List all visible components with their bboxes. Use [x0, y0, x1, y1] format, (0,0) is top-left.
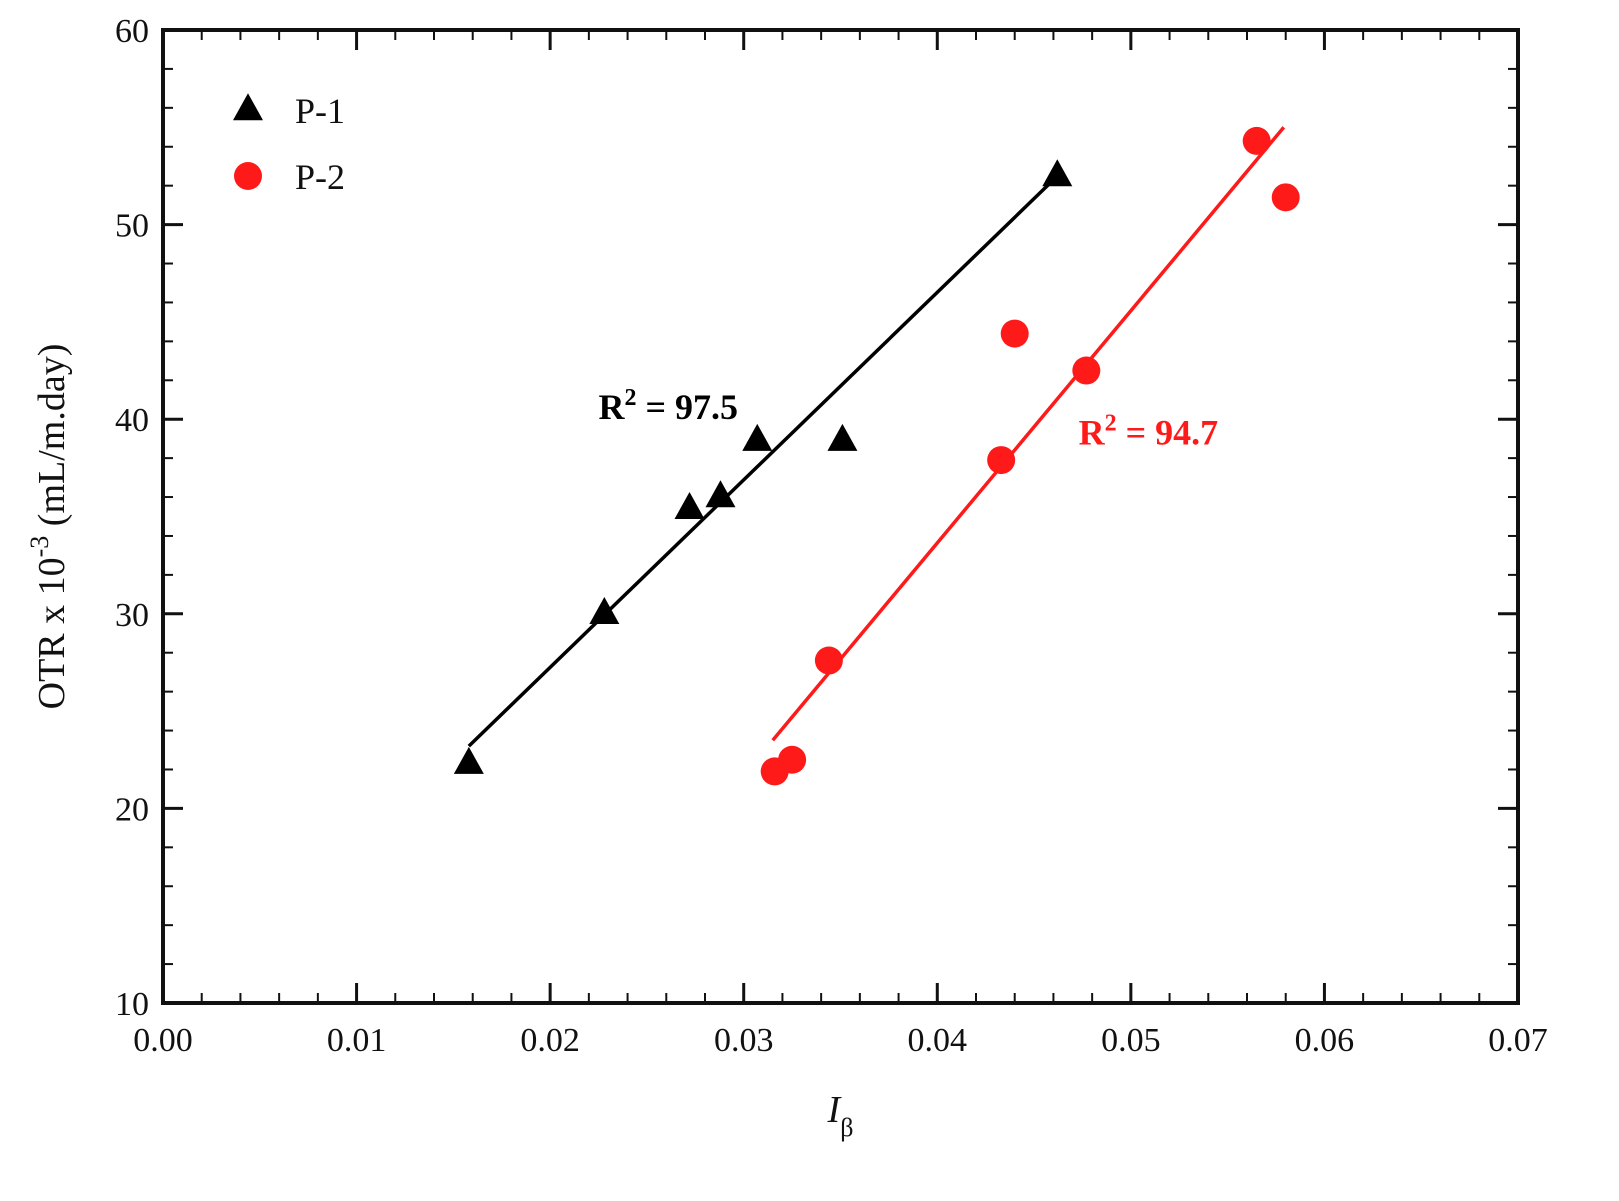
p-1-r2-label: R2 = 97.5: [599, 385, 739, 427]
data-points: [453, 126, 1300, 786]
plot-frame: [161, 28, 1520, 1005]
p-2-point: [1072, 356, 1101, 385]
y-tick-label: 60: [115, 13, 149, 50]
p-1-point: [453, 746, 484, 774]
p-1-point: [705, 480, 736, 508]
y-tick-label: 20: [115, 791, 149, 828]
legend-p-2-label: P-2: [295, 157, 345, 197]
annotations: R2 = 97.5 R2 = 94.7: [599, 385, 1219, 452]
legend: P-1 P-2: [233, 91, 345, 197]
legend-p-2-marker: [234, 162, 262, 190]
p-2-point: [814, 646, 843, 675]
y-tick-label: 50: [115, 208, 149, 245]
legend-p-1-label: P-1: [295, 91, 345, 131]
x-axis-title: Iβ: [827, 1089, 854, 1142]
p-2-fit-line: [771, 126, 1286, 742]
x-tick-label: 0.07: [1488, 1022, 1548, 1059]
x-tick-label: 0.04: [908, 1022, 968, 1059]
p-2-point: [778, 745, 807, 774]
p-1-fit-line: [467, 178, 1055, 748]
p-1-point: [827, 423, 858, 451]
p-1-point: [674, 491, 705, 519]
x-tick-label: 0.00: [133, 1022, 193, 1059]
p-2-r2-label: R2 = 94.7: [1079, 410, 1219, 452]
y-axis-title: OTR x 10-3 (mL/m.day): [25, 344, 73, 710]
p-2-point: [1271, 183, 1300, 212]
p-1-point: [1042, 159, 1073, 187]
p-2-point: [1242, 126, 1271, 155]
x-tick-label: 0.06: [1295, 1022, 1355, 1059]
p-2-point: [987, 446, 1016, 475]
p-2-point: [1000, 319, 1029, 348]
y-tick-label: 30: [115, 597, 149, 634]
y-tick-label: 40: [115, 402, 149, 439]
x-tick-label: 0.01: [327, 1022, 387, 1059]
p-1-point: [742, 423, 773, 451]
x-tick-label: 0.02: [520, 1022, 580, 1059]
x-tick-label: 0.05: [1101, 1022, 1161, 1059]
legend-p-1-marker: [233, 93, 263, 121]
y-tick-label: 10: [115, 986, 149, 1023]
x-tick-label: 0.03: [714, 1022, 774, 1059]
p-1-point: [589, 597, 620, 625]
axis-titles: Iβ OTR x 10-3 (mL/m.day): [25, 344, 853, 1142]
fit-lines: [467, 126, 1286, 748]
